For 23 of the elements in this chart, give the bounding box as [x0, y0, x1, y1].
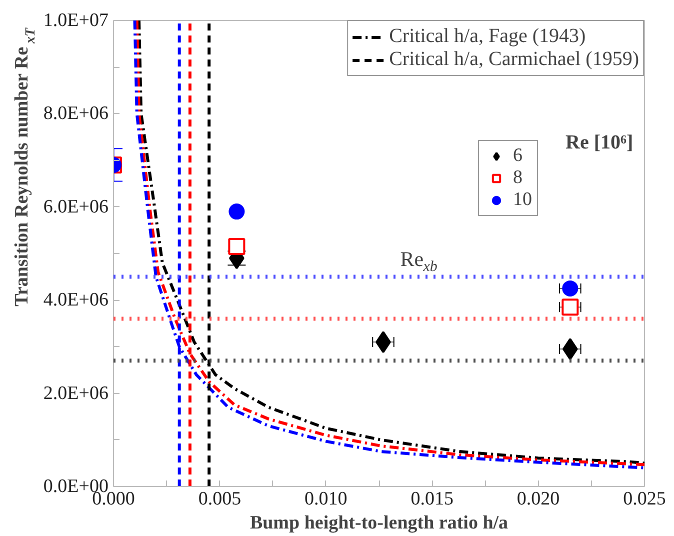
x-tick-label: 0.010	[304, 488, 348, 510]
point	[562, 280, 578, 296]
y-tick-label: 8.0E+06	[43, 103, 109, 124]
point	[228, 204, 245, 220]
legend-label: 10	[513, 189, 533, 211]
point	[228, 238, 246, 256]
x-tick-label: 0.005	[198, 488, 242, 510]
legend-label: Critical h/a, Fage (1943)	[389, 25, 586, 48]
x-tick-label: 0.020	[516, 488, 560, 510]
legend-label: 8	[513, 167, 524, 189]
y-tick-label: 6.0E+06	[43, 196, 109, 218]
point	[562, 338, 578, 360]
y-tick-label: 1.0E+07	[43, 10, 109, 31]
x-axis-title: Bump height-to-length ratio h/a	[250, 512, 509, 534]
y-axis-title: Transition Reynolds number RexT	[12, 26, 38, 306]
x-tick-label: 0.025	[623, 488, 666, 510]
y-tick-label: 2.0E+06	[43, 382, 109, 404]
legend-label: Critical h/a, Carmichael (1959)	[389, 48, 639, 71]
point	[562, 298, 579, 316]
legend-title: Re [10⁶]	[566, 132, 634, 154]
legend-label: 6	[513, 145, 524, 167]
x-tick-label: 0.015	[410, 488, 454, 510]
y-tick-label: 4.0E+06	[43, 290, 109, 311]
